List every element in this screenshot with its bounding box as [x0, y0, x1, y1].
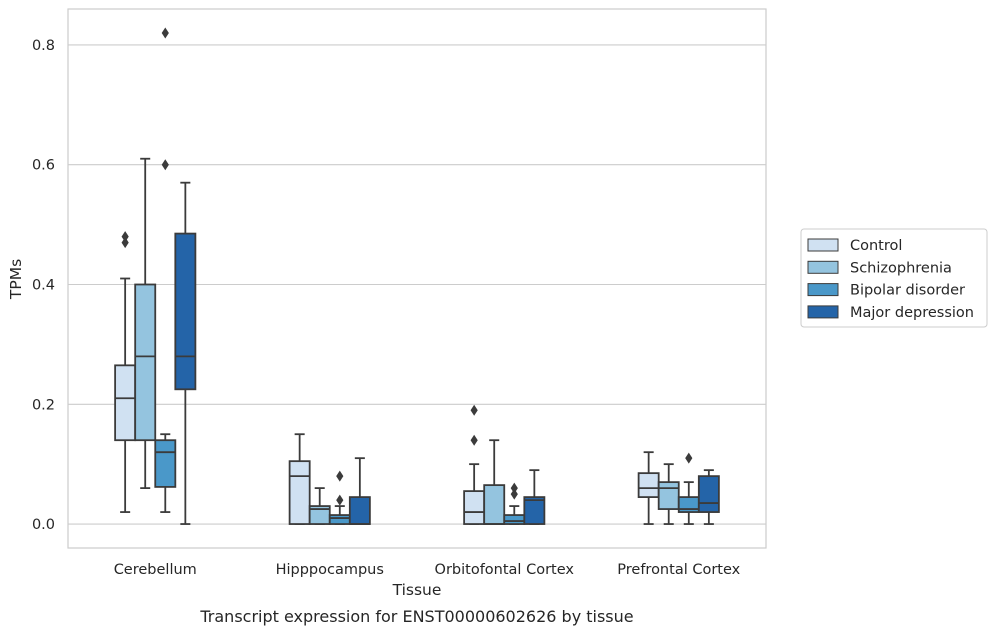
x-tick-label: Prefrontal Cortex: [617, 562, 740, 578]
box: [483, 484, 506, 525]
boxes: [114, 27, 720, 525]
box: [328, 514, 351, 525]
x-tick-label: Hipppocampus: [276, 562, 384, 578]
box-group: [328, 470, 351, 525]
x-axis-ticks: Cerebellum Hipppocampus Orbitofontal Corte…: [114, 562, 741, 578]
y-axis-ticks: 0.0 0.2 0.4 0.6 0.8: [32, 38, 55, 533]
outlier-point: [336, 470, 344, 482]
box: [697, 475, 720, 513]
box: [657, 481, 680, 510]
box-group: [288, 433, 311, 525]
box-group: [697, 469, 720, 525]
x-tick-label: Orbitofontal Cortex: [435, 562, 575, 578]
box: [288, 460, 311, 525]
legend-swatch: [807, 283, 839, 297]
box: [463, 490, 486, 525]
outlier-point: [510, 488, 518, 500]
y-tick-label: 0.6: [32, 158, 55, 174]
y-axis-label: TPMs: [7, 259, 25, 300]
box-group: [308, 487, 331, 525]
box-group: [114, 231, 137, 513]
box-group: [637, 451, 660, 525]
box: [154, 439, 177, 488]
legend-label: Major depression: [850, 305, 974, 321]
box: [523, 496, 546, 525]
box: [503, 514, 526, 525]
y-tick-label: 0.0: [32, 517, 55, 533]
outlier-point: [121, 231, 129, 243]
box-group: [463, 404, 486, 525]
legend-swatch: [807, 238, 839, 252]
x-axis-label: Tissue: [392, 581, 442, 599]
legend-items: Control Schizophrenia Bipolar disorder Majo…: [807, 238, 974, 321]
outlier-point: [470, 404, 478, 416]
y-tick-label: 0.8: [32, 38, 55, 54]
box-group: [657, 463, 680, 525]
x-tick-label: Cerebellum: [114, 562, 197, 578]
outlier-point: [161, 159, 169, 171]
legend-label: Bipolar disorder: [850, 283, 965, 299]
box: [174, 232, 197, 391]
legend-label: Control: [850, 238, 902, 254]
legend-label: Schizophrenia: [850, 260, 952, 276]
outlier-point: [470, 434, 478, 446]
box-group: [677, 452, 700, 525]
box: [348, 496, 371, 525]
outlier-point: [685, 452, 693, 464]
box-group: [348, 457, 371, 525]
legend-frame: [800, 228, 988, 328]
legend-swatch: [807, 305, 839, 319]
outlier-point: [121, 237, 129, 249]
legend-swatch: [807, 260, 839, 274]
box: [134, 283, 157, 442]
box-group: [174, 181, 197, 525]
outlier-point: [336, 494, 344, 506]
box-group: [154, 27, 177, 513]
y-tick-label: 0.4: [32, 277, 55, 293]
box-group: [483, 439, 506, 525]
outlier-point: [161, 27, 169, 39]
y-tick-label: 0.2: [32, 397, 55, 413]
box-group: [134, 157, 157, 490]
legend: Control Schizophrenia Bipolar disorder Majo…: [800, 228, 988, 328]
box-group: [523, 469, 546, 525]
outlier-point: [510, 482, 518, 494]
chart-caption: Transcript expression for ENST0000060262…: [199, 607, 633, 626]
box: [114, 364, 137, 442]
box: [637, 472, 660, 498]
